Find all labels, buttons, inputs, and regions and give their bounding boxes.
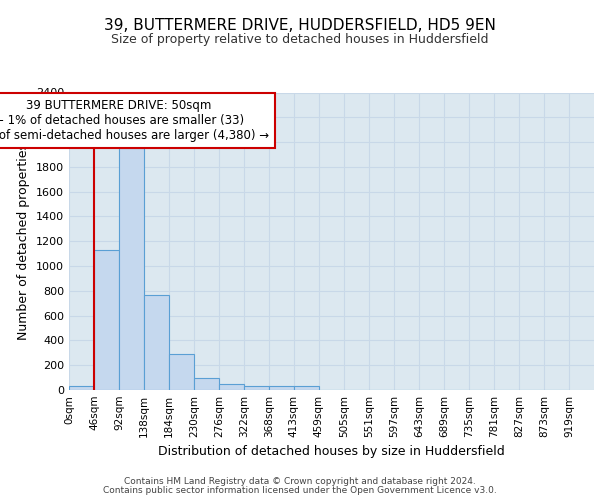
Text: 39 BUTTERMERE DRIVE: 50sqm
← 1% of detached houses are smaller (33)
99% of semi-: 39 BUTTERMERE DRIVE: 50sqm ← 1% of detac… [0, 98, 269, 142]
Bar [119, 148, 144, 390]
Bar [293, 386, 319, 390]
Bar [169, 354, 194, 390]
Bar [194, 378, 219, 390]
Bar [219, 384, 244, 390]
Text: Contains public sector information licensed under the Open Government Licence v3: Contains public sector information licen… [103, 486, 497, 495]
Bar [244, 386, 269, 390]
Bar [269, 386, 294, 390]
Text: 39, BUTTERMERE DRIVE, HUDDERSFIELD, HD5 9EN: 39, BUTTERMERE DRIVE, HUDDERSFIELD, HD5 … [104, 18, 496, 32]
Bar [94, 250, 119, 390]
Text: Contains HM Land Registry data © Crown copyright and database right 2024.: Contains HM Land Registry data © Crown c… [124, 477, 476, 486]
Text: Size of property relative to detached houses in Huddersfield: Size of property relative to detached ho… [111, 32, 489, 46]
X-axis label: Distribution of detached houses by size in Huddersfield: Distribution of detached houses by size … [158, 446, 505, 458]
Bar [144, 294, 169, 390]
Bar [69, 386, 94, 390]
Y-axis label: Number of detached properties: Number of detached properties [17, 143, 31, 340]
